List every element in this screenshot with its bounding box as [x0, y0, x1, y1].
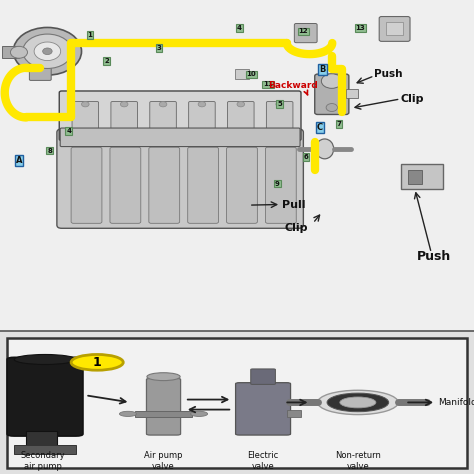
- FancyBboxPatch shape: [7, 338, 467, 468]
- Text: Pull: Pull: [282, 200, 306, 210]
- Text: 4: 4: [237, 25, 242, 31]
- Circle shape: [318, 390, 398, 415]
- Text: Push: Push: [374, 70, 403, 80]
- Bar: [408, 170, 422, 183]
- Circle shape: [120, 101, 128, 107]
- FancyBboxPatch shape: [59, 91, 301, 141]
- Circle shape: [10, 46, 27, 58]
- Bar: [135, 411, 192, 417]
- FancyBboxPatch shape: [294, 24, 317, 43]
- Bar: [287, 410, 301, 417]
- FancyBboxPatch shape: [149, 147, 180, 223]
- FancyBboxPatch shape: [379, 17, 410, 41]
- Text: A: A: [16, 156, 22, 165]
- FancyBboxPatch shape: [265, 147, 296, 223]
- Text: B: B: [319, 65, 326, 74]
- FancyBboxPatch shape: [228, 101, 254, 137]
- Text: 3: 3: [156, 45, 161, 51]
- Ellipse shape: [316, 139, 334, 159]
- Circle shape: [321, 74, 342, 88]
- FancyBboxPatch shape: [266, 101, 293, 137]
- Circle shape: [340, 397, 376, 408]
- FancyBboxPatch shape: [29, 59, 51, 81]
- Bar: [386, 21, 403, 35]
- FancyBboxPatch shape: [189, 101, 215, 137]
- Bar: [235, 70, 249, 80]
- Text: Clip: Clip: [401, 94, 424, 104]
- FancyBboxPatch shape: [188, 147, 219, 223]
- Text: Clip: Clip: [284, 223, 308, 233]
- Text: 1: 1: [88, 32, 92, 38]
- Circle shape: [191, 411, 208, 417]
- Circle shape: [13, 27, 82, 75]
- Circle shape: [159, 101, 167, 107]
- Circle shape: [237, 101, 245, 107]
- Bar: [26, 431, 57, 448]
- Circle shape: [82, 101, 89, 107]
- Circle shape: [276, 101, 283, 107]
- Text: 9: 9: [275, 181, 280, 187]
- FancyBboxPatch shape: [57, 129, 303, 228]
- Text: Air pump
valve: Air pump valve: [144, 451, 183, 471]
- Ellipse shape: [147, 373, 180, 381]
- Bar: [14, 446, 76, 454]
- FancyBboxPatch shape: [251, 369, 275, 384]
- Circle shape: [34, 42, 61, 61]
- Circle shape: [326, 103, 337, 111]
- FancyBboxPatch shape: [72, 101, 99, 137]
- Bar: [401, 164, 443, 189]
- FancyBboxPatch shape: [236, 383, 291, 435]
- Circle shape: [119, 411, 137, 417]
- Text: 11: 11: [263, 82, 273, 87]
- Circle shape: [23, 34, 72, 68]
- Text: Secondary
air pump: Secondary air pump: [20, 451, 65, 471]
- Text: 5: 5: [277, 101, 282, 107]
- Text: 12: 12: [299, 28, 308, 35]
- FancyBboxPatch shape: [111, 101, 137, 137]
- FancyBboxPatch shape: [315, 74, 349, 115]
- Circle shape: [198, 101, 206, 107]
- Text: 7: 7: [337, 121, 341, 127]
- Text: 2: 2: [104, 58, 109, 64]
- Text: Electric
valve: Electric valve: [247, 451, 279, 471]
- Text: Push: Push: [417, 250, 451, 263]
- Text: Non-return
valve: Non-return valve: [335, 451, 381, 471]
- Text: C: C: [317, 123, 323, 132]
- FancyBboxPatch shape: [150, 101, 176, 137]
- Circle shape: [71, 355, 123, 370]
- Text: Manifold: Manifold: [438, 398, 474, 407]
- Text: 13: 13: [356, 25, 365, 31]
- Text: 6: 6: [303, 154, 308, 160]
- Text: 10: 10: [246, 72, 256, 77]
- Text: 8: 8: [47, 147, 52, 154]
- Bar: [2, 46, 19, 58]
- FancyBboxPatch shape: [146, 378, 181, 435]
- Ellipse shape: [14, 355, 76, 365]
- Bar: [346, 89, 358, 98]
- FancyBboxPatch shape: [110, 147, 141, 223]
- Circle shape: [43, 48, 52, 55]
- FancyBboxPatch shape: [7, 357, 83, 436]
- Text: Backward: Backward: [268, 81, 318, 95]
- FancyBboxPatch shape: [60, 128, 300, 146]
- Text: 1: 1: [93, 356, 101, 369]
- Text: 4: 4: [66, 128, 71, 134]
- Circle shape: [327, 393, 389, 412]
- FancyBboxPatch shape: [71, 147, 102, 223]
- FancyBboxPatch shape: [227, 147, 257, 223]
